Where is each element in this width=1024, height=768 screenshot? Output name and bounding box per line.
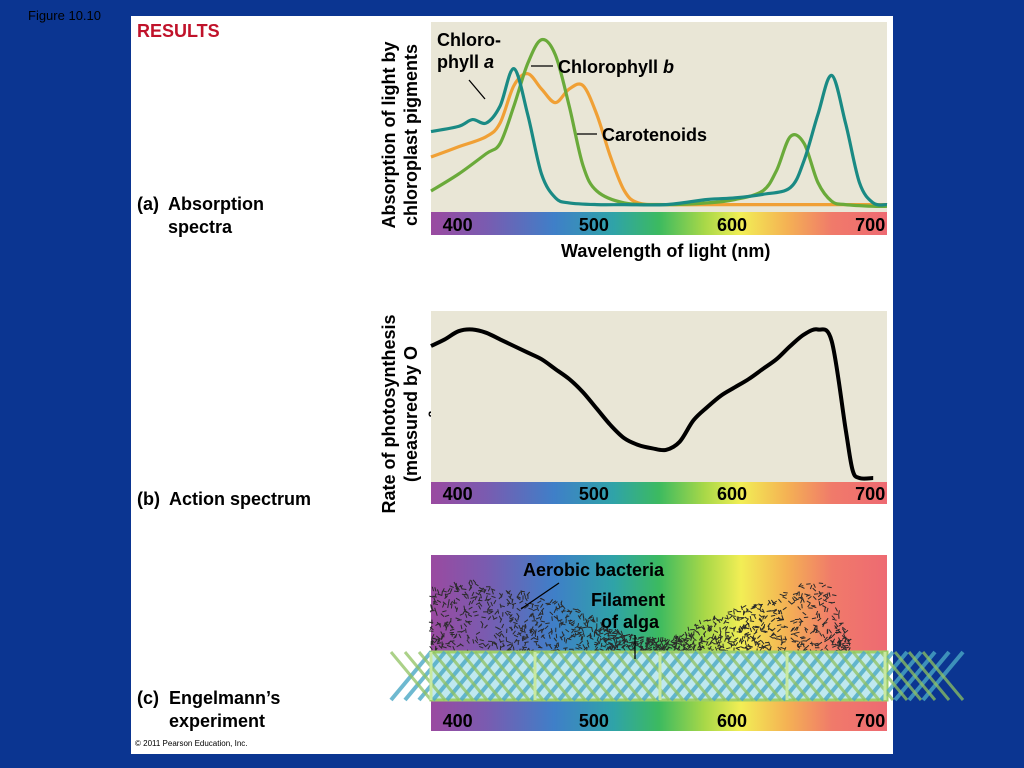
figure-label: Figure 10.10	[28, 8, 101, 23]
label-filament-1: Filament	[591, 590, 665, 610]
panel-a-xlabel: Wavelength of light (nm)	[561, 241, 771, 261]
panel-b-ylabel: Rate of photosynthesis (measured by O2 r…	[378, 279, 465, 549]
panel-a-ylabel-line2: chloroplast pigments	[401, 43, 421, 227]
label-chlorophyll-a-2: phyll a	[437, 52, 494, 72]
panel-a-ylabel: Absorption of light by chloroplast pigme…	[378, 15, 422, 255]
label-carotenoids: Carotenoids	[602, 125, 707, 145]
chloroplast-spiral-2	[389, 651, 965, 701]
panel-a-plot-bg	[431, 22, 887, 212]
label-chlorophyll-b: Chlorophyll b	[558, 57, 674, 77]
label-chlorophyll-b-italic: b	[663, 57, 674, 77]
label-aerobic-bacteria: Aerobic bacteria	[523, 560, 665, 580]
leader-bacteria	[520, 582, 560, 610]
panel-b-ylabel-line1: Rate of photosynthesis	[379, 314, 399, 514]
panel-c-title-1: Engelmann’s	[169, 688, 281, 708]
panel-b-ylabel-pre: (measured by O	[401, 345, 421, 483]
copyright-notice: © 2011 Pearson Education, Inc.	[135, 739, 248, 748]
absorption-spectra-chart: 400 500 600 700 Chloro- phyll a Chlorophyll…	[430, 22, 888, 235]
panel-c-tick-700: 700	[855, 711, 885, 731]
label-chlorophyll-a-1: Chloro-	[437, 30, 501, 50]
panel-a-tick-700: 700	[855, 215, 885, 235]
panel-c-title-2: experiment	[169, 711, 266, 731]
panel-b-tick-500: 500	[579, 484, 609, 504]
action-spectrum-chart: 400 500 600 700	[430, 311, 887, 504]
carotenoids-curve	[430, 72, 887, 207]
panel-c-tick-400: 400	[443, 711, 473, 731]
label-chlorophyll-b-word: Chlorophyll	[558, 57, 658, 77]
label-filament-2: of alga	[601, 612, 660, 632]
panel-b-letter: (b)	[137, 489, 160, 509]
panel-b-tick-400: 400	[443, 484, 473, 504]
leader-chlorophyll-a	[468, 79, 486, 100]
engelmann-experiment: 400 500 600 700 Aerobic bacteria Filament o…	[389, 555, 965, 731]
panel-c-spectrum-bar	[431, 707, 887, 731]
panel-a-ylabel-line1: Absorption of light by	[379, 41, 399, 229]
chlorophyll-a-curve	[430, 66, 888, 207]
action-spectrum-curve	[430, 327, 874, 481]
panel-b-title: Action spectrum	[169, 489, 312, 509]
panel-c-tick-500: 500	[579, 711, 609, 731]
panel-a-tick-400: 400	[443, 215, 473, 235]
panel-a-tick-600: 600	[717, 215, 747, 235]
alga-filament	[389, 650, 965, 702]
panel-c-tick-600: 600	[717, 711, 747, 731]
bacteria-dots	[428, 579, 852, 656]
panel-b-tick-600: 600	[717, 484, 747, 504]
panel-a-title-2: spectra	[168, 217, 233, 237]
label-chlorophyll-a-word: phyll	[437, 52, 479, 72]
panel-a-letter: (a)	[137, 194, 159, 214]
panel-a-tick-500: 500	[579, 215, 609, 235]
panel-b-plot-bg	[431, 311, 887, 482]
panel-a-title-1: Absorption	[168, 194, 264, 214]
panel-a-spectrum-bar	[431, 212, 887, 235]
label-chlorophyll-a-italic: a	[484, 52, 494, 72]
panel-b-spectrum-bar	[431, 482, 887, 504]
bacteria-cluster	[428, 579, 852, 656]
panel-c-letter: (c)	[137, 688, 159, 708]
panel-b-tick-700: 700	[855, 484, 885, 504]
results-heading: RESULTS	[137, 21, 220, 41]
